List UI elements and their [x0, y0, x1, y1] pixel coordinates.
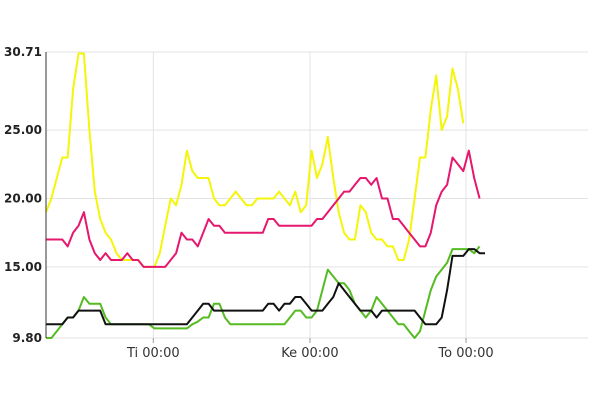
y-tick-label: 20.00: [4, 191, 42, 205]
grid: [46, 51, 588, 339]
y-tick-labels: 30.71 25.00 20.00 15.00 9.80: [4, 45, 42, 345]
series-line-2: [46, 149, 481, 268]
x-tick-label: Ke 00:00: [281, 346, 338, 361]
series-line-1: [45, 52, 465, 268]
x-tick-label: To 00:00: [437, 346, 493, 361]
y-tick-label: 15.00: [4, 260, 42, 274]
x-tick-labels: Ti 00:00 Ke 00:00 To 00:00: [126, 338, 494, 361]
x-tick-label: Ti 00:00: [126, 346, 180, 361]
series-line-4: [46, 248, 485, 326]
y-tick-label: 25.00: [4, 123, 42, 137]
y-tick-label: 9.80: [12, 331, 42, 345]
series-lines: [45, 52, 485, 339]
y-tick-label: 30.71: [4, 45, 42, 59]
